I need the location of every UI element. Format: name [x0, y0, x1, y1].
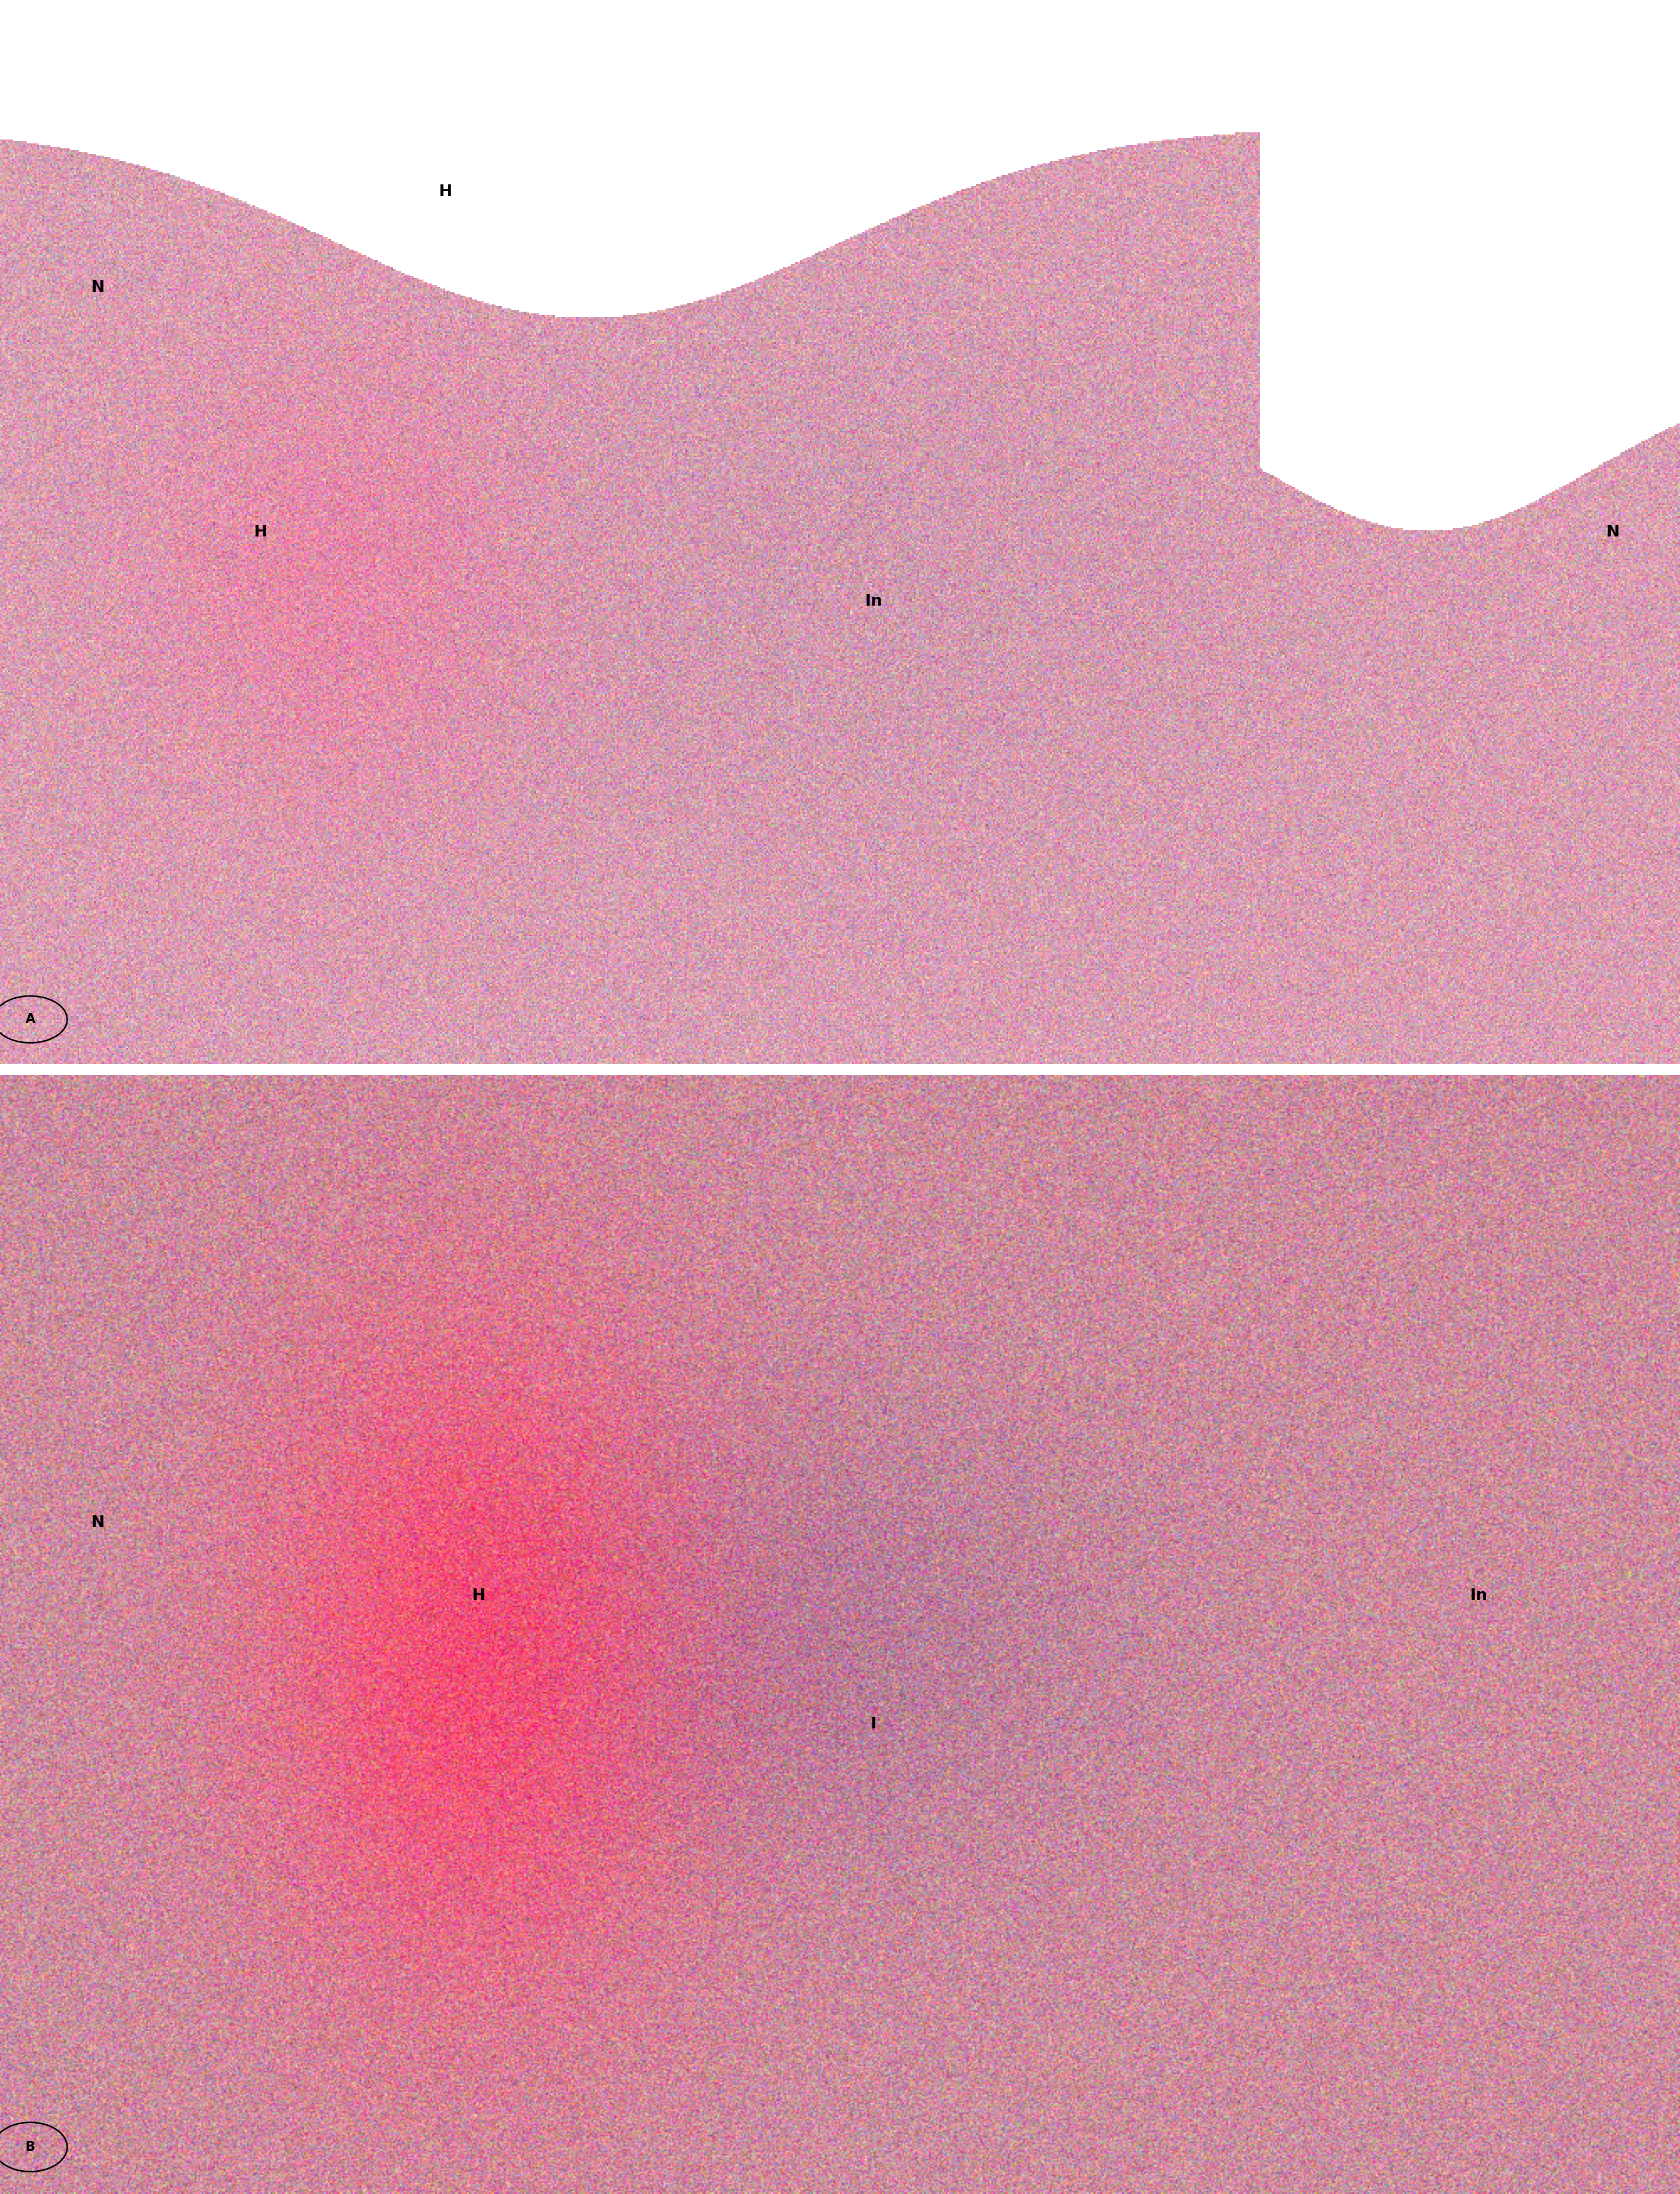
Text: N: N: [1606, 524, 1620, 540]
Text: In: In: [865, 592, 882, 610]
Text: A: A: [25, 1014, 35, 1027]
Text: N: N: [91, 1514, 104, 1531]
Text: H: H: [254, 524, 267, 540]
Text: N: N: [91, 279, 104, 294]
Text: B: B: [25, 2141, 35, 2155]
Text: H: H: [472, 1588, 486, 1604]
Text: In: In: [1470, 1588, 1487, 1604]
Text: I: I: [870, 1716, 877, 1731]
Text: H: H: [438, 184, 452, 200]
